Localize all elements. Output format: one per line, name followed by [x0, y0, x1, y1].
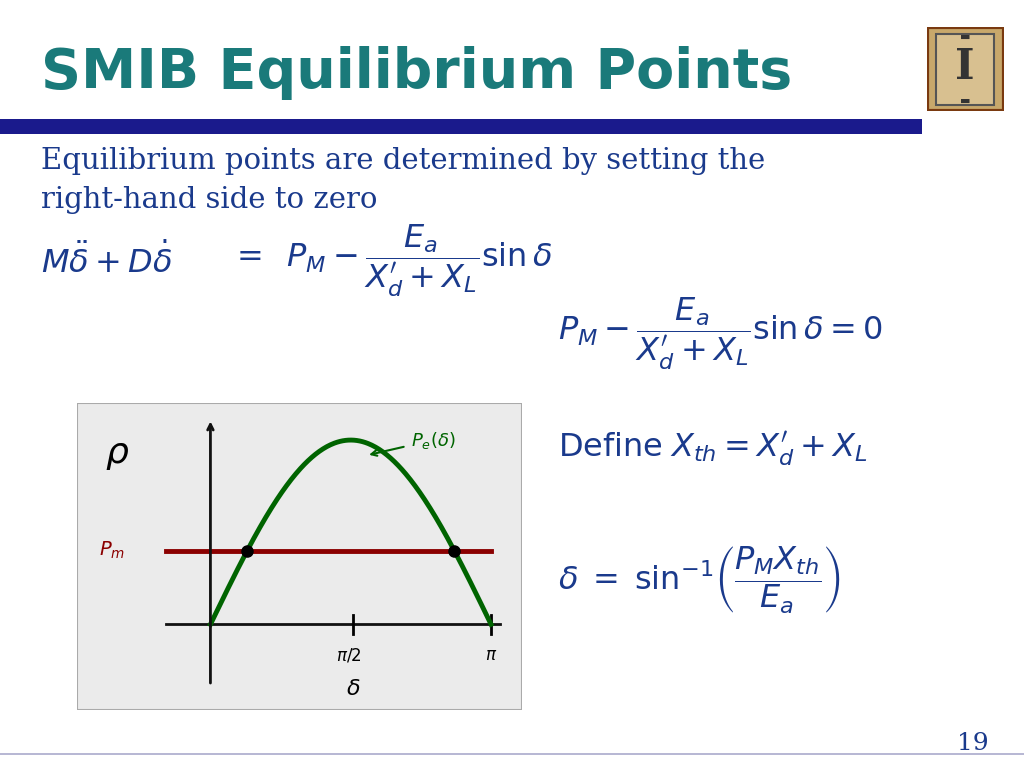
FancyBboxPatch shape: [927, 27, 1004, 111]
Text: 19: 19: [956, 732, 988, 755]
Text: ▬: ▬: [959, 96, 971, 106]
Text: right-hand side to zero: right-hand side to zero: [41, 186, 378, 214]
Text: $\delta \;=\; \sin^{-1}\!\left(\dfrac{P_M X_{th}}{E_a}\right)$: $\delta \;=\; \sin^{-1}\!\left(\dfrac{P_…: [558, 545, 841, 615]
Text: I: I: [955, 46, 975, 88]
Text: $P_M - \dfrac{E_a}{X_d^{\prime} + X_L}\sin\delta = 0$: $P_M - \dfrac{E_a}{X_d^{\prime} + X_L}\s…: [558, 296, 883, 372]
Text: $M\ddot{\delta} + D\dot{\delta}$: $M\ddot{\delta} + D\dot{\delta}$: [41, 242, 172, 280]
Text: ▬: ▬: [959, 32, 971, 42]
Text: $\rho$: $\rho$: [104, 439, 129, 472]
Text: $\pi$: $\pi$: [485, 646, 498, 664]
Text: $\pi/2$: $\pi/2$: [336, 646, 361, 664]
Text: $\mathrm{Define}\; X_{th} = X_d^{\prime} + X_L$: $\mathrm{Define}\; X_{th} = X_d^{\prime}…: [558, 430, 867, 468]
Text: SMIB Equilibrium Points: SMIB Equilibrium Points: [41, 46, 793, 100]
Text: $= \;\; P_M - \dfrac{E_a}{X_d^{\prime} + X_L}\sin\delta$: $= \;\; P_M - \dfrac{E_a}{X_d^{\prime} +…: [230, 223, 553, 300]
Text: $P_e(\delta)$: $P_e(\delta)$: [411, 429, 456, 451]
FancyBboxPatch shape: [936, 34, 994, 104]
Text: $P_m$: $P_m$: [99, 540, 126, 561]
Text: Equilibrium points are determined by setting the: Equilibrium points are determined by set…: [41, 147, 765, 175]
Text: $\delta$: $\delta$: [346, 679, 360, 699]
Bar: [0, 119, 922, 134]
